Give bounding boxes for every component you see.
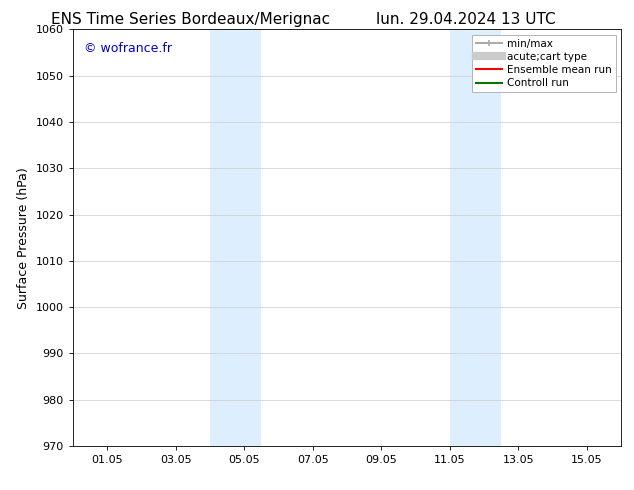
Bar bbox=[450, 29, 501, 446]
Text: © wofrance.fr: © wofrance.fr bbox=[84, 42, 172, 55]
Text: ENS Time Series Bordeaux/Merignac: ENS Time Series Bordeaux/Merignac bbox=[51, 12, 330, 27]
Text: lun. 29.04.2024 13 UTC: lun. 29.04.2024 13 UTC bbox=[376, 12, 556, 27]
Bar bbox=[210, 29, 261, 446]
Legend: min/max, acute;cart type, Ensemble mean run, Controll run: min/max, acute;cart type, Ensemble mean … bbox=[472, 35, 616, 92]
Y-axis label: Surface Pressure (hPa): Surface Pressure (hPa) bbox=[17, 167, 30, 309]
